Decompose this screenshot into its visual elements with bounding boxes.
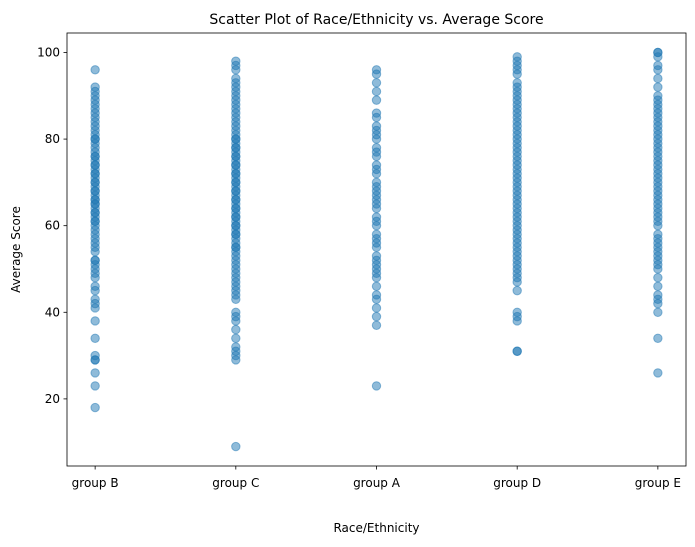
- x-tick-label: group A: [353, 476, 401, 490]
- data-point: [653, 290, 663, 300]
- data-point: [371, 212, 382, 222]
- data-point: [371, 108, 382, 118]
- data-point: [90, 294, 100, 304]
- x-tick-label: group D: [493, 476, 541, 490]
- data-point: [653, 281, 663, 292]
- series-group-C: [231, 56, 241, 452]
- data-point: [231, 324, 241, 335]
- data-point: [231, 333, 241, 343]
- data-point: [653, 307, 663, 317]
- data-point: [371, 311, 382, 322]
- data-point: [231, 56, 241, 66]
- data-point: [231, 73, 241, 84]
- x-tick-label: group B: [72, 476, 119, 490]
- series-group-D: [512, 52, 522, 356]
- y-tick-label: 80: [45, 132, 60, 146]
- data-point: [512, 346, 522, 356]
- data-point: [512, 307, 522, 317]
- points-layer: [90, 47, 663, 452]
- data-point: [653, 272, 663, 283]
- data-point: [653, 82, 663, 92]
- data-point: [90, 368, 100, 378]
- data-point: [653, 47, 663, 58]
- data-point: [371, 281, 382, 292]
- series-group-A: [371, 65, 382, 391]
- data-point: [90, 333, 100, 343]
- data-point: [512, 285, 522, 296]
- data-point: [653, 333, 663, 343]
- data-point: [371, 381, 382, 391]
- data-point: [371, 78, 382, 88]
- data-point: [231, 441, 241, 452]
- data-point: [371, 121, 382, 131]
- data-point: [371, 251, 382, 261]
- data-point: [371, 143, 382, 153]
- data-point: [371, 229, 382, 240]
- data-point: [371, 177, 382, 188]
- series-group-B: [90, 65, 100, 413]
- x-axis-label: Race/Ethnicity: [333, 521, 419, 535]
- data-point: [371, 303, 382, 313]
- data-point: [371, 160, 382, 170]
- data-point: [653, 229, 663, 240]
- data-point: [90, 65, 100, 75]
- data-point: [90, 402, 100, 413]
- data-point: [371, 290, 382, 300]
- data-point: [371, 65, 382, 75]
- data-point: [231, 307, 241, 317]
- data-point: [90, 316, 100, 326]
- data-point: [653, 73, 663, 84]
- data-point: [90, 350, 100, 361]
- data-point: [653, 368, 663, 378]
- data-point: [90, 255, 100, 266]
- y-tick-label: 40: [45, 305, 60, 319]
- x-tick-label: group C: [212, 476, 259, 490]
- y-tick-label: 100: [37, 45, 60, 59]
- data-point: [90, 82, 100, 92]
- data-point: [371, 95, 382, 105]
- y-tick-label: 20: [45, 392, 60, 406]
- y-axis-label: Average Score: [9, 206, 23, 293]
- y-tick-label: 60: [45, 219, 60, 233]
- y-axis-ticks: 20 40 60 80 100: [37, 45, 67, 406]
- data-point: [653, 60, 663, 71]
- x-axis-ticks: group B group C group A group D group E: [72, 466, 681, 490]
- data-point: [512, 78, 522, 88]
- data-point: [371, 86, 382, 97]
- series-group-E: [653, 47, 663, 378]
- data-point: [231, 342, 241, 352]
- data-point: [371, 320, 382, 330]
- x-tick-label: group E: [635, 476, 681, 490]
- chart-title: Scatter Plot of Race/Ethnicity vs. Avera…: [209, 12, 543, 28]
- data-point: [90, 381, 100, 391]
- data-point: [90, 281, 100, 292]
- data-point: [653, 91, 663, 101]
- data-point: [512, 52, 522, 62]
